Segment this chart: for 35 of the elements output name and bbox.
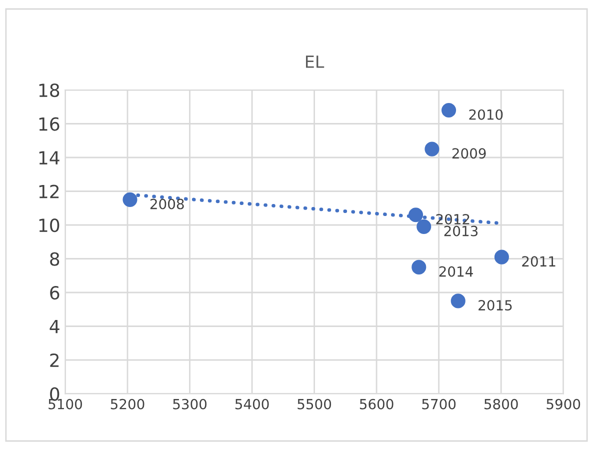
y-tick-label: 4: [50, 320, 60, 334]
x-tick-label: 5900: [546, 398, 580, 410]
point: [122, 192, 138, 207]
chart-title: EL: [306, 56, 324, 68]
annotation: 2010: [469, 109, 503, 120]
annotation: 2008: [150, 198, 184, 210]
annotation: 2015: [478, 300, 512, 311]
annotation: 2011: [522, 256, 556, 267]
x-tick-label: 5400: [235, 398, 269, 410]
y-tick-label: 10: [39, 218, 60, 232]
annotation: 2013: [444, 226, 478, 236]
point: [408, 208, 424, 222]
x-tick-label: 5700: [422, 398, 456, 410]
y-tick-label: 14: [39, 151, 60, 164]
annotation: 2009: [452, 148, 486, 159]
x-tick-label: 5300: [173, 398, 207, 410]
y-tick-label: 0: [50, 387, 60, 401]
point: [412, 260, 426, 274]
annotation: 2014: [439, 266, 473, 277]
point: [416, 219, 432, 234]
x-tick-label: 5100: [48, 398, 82, 410]
y-tick-label: 18: [39, 83, 60, 98]
x-tick-label: 5500: [298, 398, 332, 410]
x-tick-label: 5800: [484, 398, 518, 410]
point: [442, 102, 456, 118]
point: [494, 250, 509, 264]
y-tick-label: 2: [50, 353, 59, 367]
x-tick-label: 5200: [110, 398, 144, 410]
y-tick-label: 12: [39, 184, 59, 198]
y-tick-label: 16: [39, 117, 60, 131]
y-tick-label: 6: [50, 286, 60, 300]
point: [424, 142, 440, 156]
point: [450, 294, 466, 308]
y-tick-label: 8: [50, 252, 60, 266]
x-tick-label: 5600: [360, 398, 394, 410]
